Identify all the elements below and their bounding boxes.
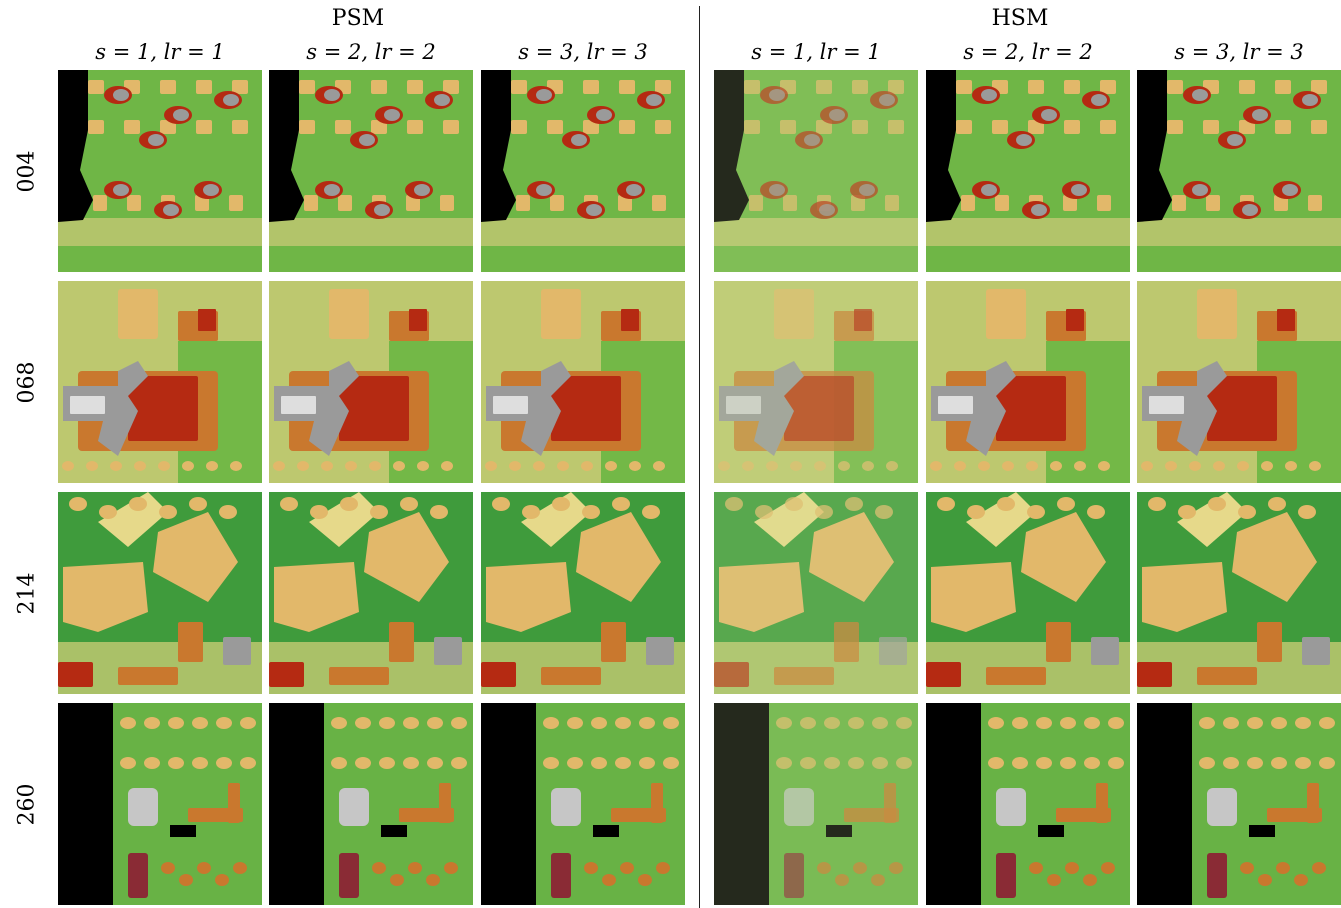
heightmap-thumbnail [269,281,473,483]
heightmap-thumbnail [714,281,918,483]
col-label-psm-1: s = 1, lr = 1 [95,40,225,64]
col-label-hsm-1: s = 1, lr = 1 [751,40,881,64]
row-label-068: 068 [14,361,40,403]
heightmap-thumbnail [926,281,1130,483]
heightmap-thumbnail [926,70,1130,272]
heightmap-thumbnail [58,703,262,905]
heightmap-thumbnail [481,703,685,905]
heightmap-thumbnail [926,703,1130,905]
heightmap-thumbnail [1137,70,1341,272]
heightmap-thumbnail [58,70,262,272]
heightmap-thumbnail [1137,281,1341,483]
col-label-hsm-3: s = 3, lr = 3 [1174,40,1304,64]
col-label-psm-3: s = 3, lr = 3 [518,40,648,64]
heightmap-thumbnail [926,492,1130,694]
col-label-hsm-2: s = 2, lr = 2 [963,40,1093,64]
group-title-psm: PSM [331,6,385,31]
heightmap-thumbnail [1137,492,1341,694]
heightmap-thumbnail [58,281,262,483]
heightmap-thumbnail [269,492,473,694]
col-label-psm-2: s = 2, lr = 2 [306,40,436,64]
heightmap-thumbnail [481,492,685,694]
heightmap-thumbnail [58,492,262,694]
heightmap-thumbnail [481,281,685,483]
row-label-260: 260 [14,783,40,825]
heightmap-thumbnail [269,70,473,272]
heightmap-thumbnail [481,70,685,272]
heightmap-thumbnail [269,703,473,905]
heightmap-thumbnail [1137,703,1341,905]
heightmap-thumbnail [714,703,918,905]
row-label-004: 004 [14,150,40,192]
group-divider [699,6,700,908]
heightmap-thumbnail [714,70,918,272]
group-title-hsm: HSM [991,6,1049,31]
heightmap-thumbnail [714,492,918,694]
row-label-214: 214 [14,572,40,614]
